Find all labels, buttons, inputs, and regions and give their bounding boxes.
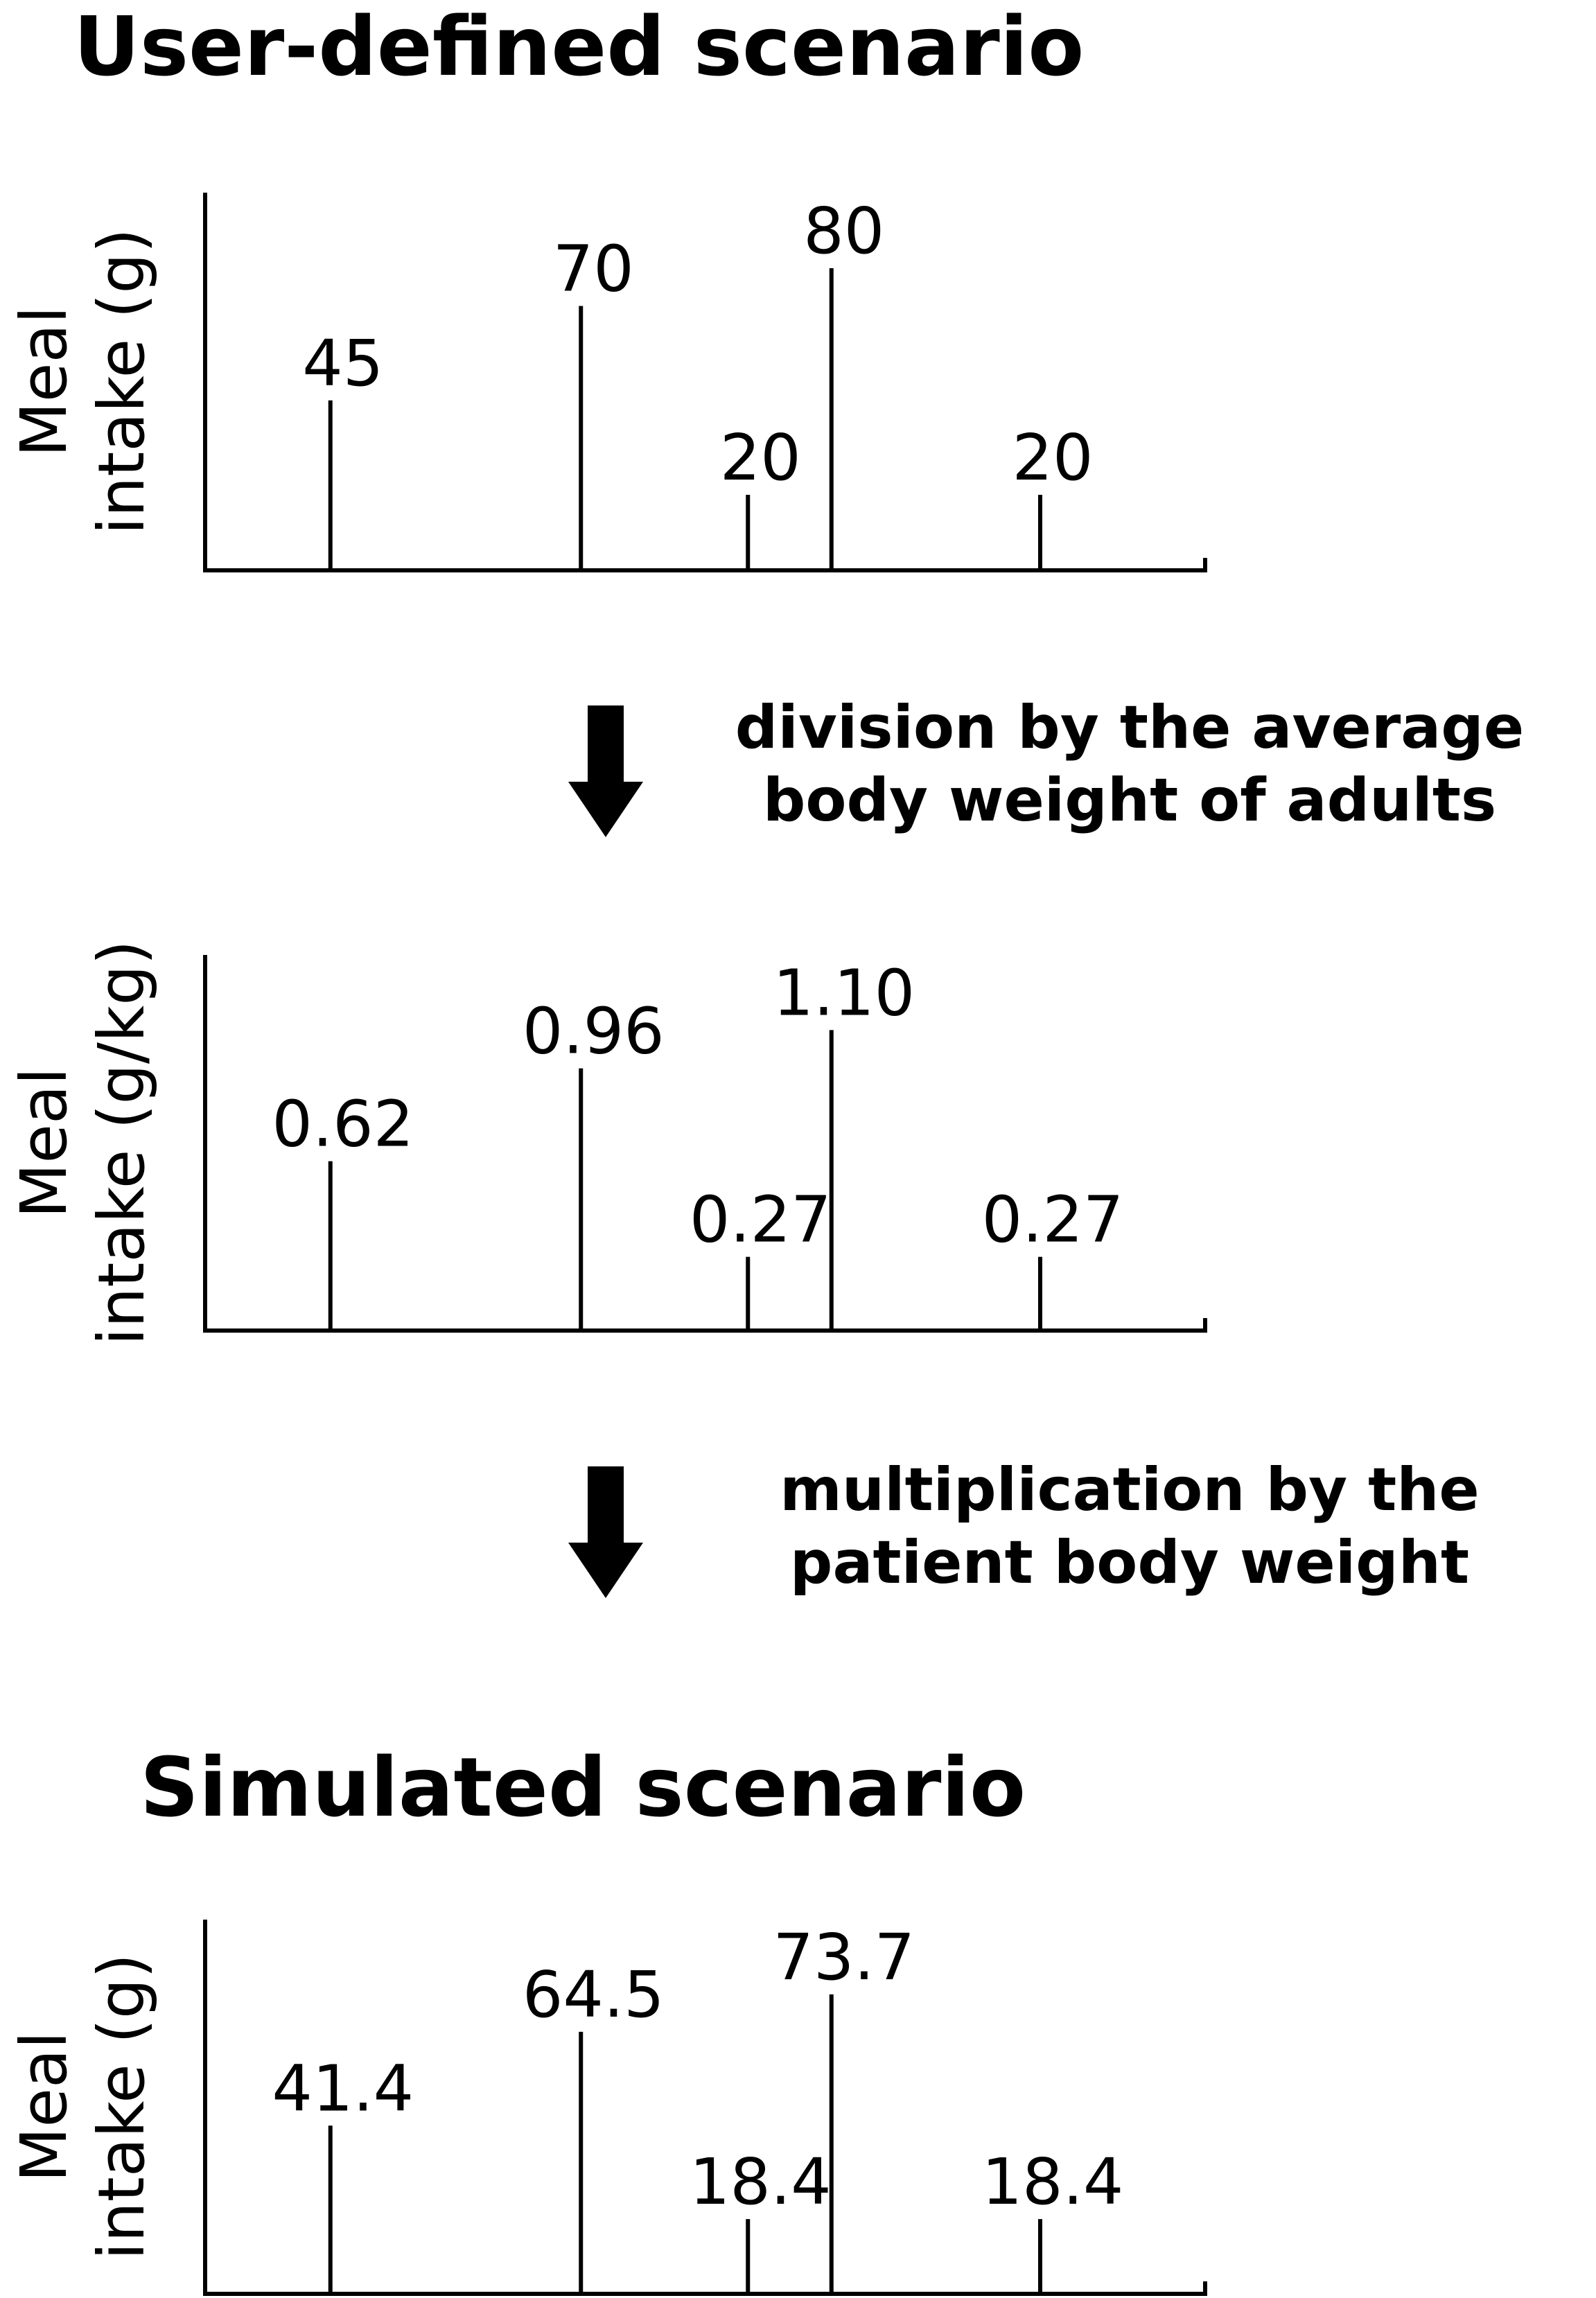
chart-2-y-axis-label-line-2: intake (g/kg) — [85, 940, 159, 1345]
chart-1-data-label: 45 — [302, 326, 383, 401]
step-division: division by the average body weight of a… — [665, 692, 1594, 837]
step-multiplication-line-2: patient body weight — [789, 1527, 1470, 1597]
step-division-line-1: division by the average — [735, 693, 1525, 762]
chart-3-data-label: 64.5 — [523, 1958, 665, 2032]
chart-3-data-label: 41.4 — [272, 2051, 414, 2125]
step-division-line-2: body weight of adults — [762, 765, 1497, 835]
chart-2-data-label: 0.27 — [982, 1183, 1124, 1257]
down-arrow-icon — [568, 705, 643, 837]
chart-1-y-axis-label-line-2: intake (g) — [85, 228, 159, 534]
chart-2-data-label: 0.62 — [272, 1087, 414, 1161]
chart-3-data-label: 73.7 — [773, 1920, 915, 1994]
chart-2-data-label: 0.96 — [523, 994, 665, 1069]
down-arrow-icon — [568, 1466, 643, 1598]
chart-1-data-label: 20 — [1012, 421, 1093, 495]
chart-2-y-axis-label: Mealintake (g/kg) — [7, 940, 159, 1345]
chart-1-y-axis-label: Mealintake (g) — [7, 228, 159, 534]
section-title-user-defined: User-defined scenario — [73, 0, 1085, 94]
step-multiplication: multiplication by the patient body weigh… — [714, 1454, 1545, 1599]
chart-1-data-label: 70 — [553, 232, 634, 306]
section-title-simulated: Simulated scenario — [140, 1739, 1026, 1835]
chart-2-data-label: 1.10 — [773, 956, 915, 1030]
chart-3-data-label: 18.4 — [690, 2145, 832, 2219]
chart-3-data-label: 18.4 — [982, 2145, 1124, 2219]
chart-2-data-label: 0.27 — [690, 1183, 832, 1257]
chart-3-y-axis-label: Mealintake (g) — [7, 1954, 159, 2260]
chart-1-y-axis-label-line-1: Meal — [7, 306, 81, 457]
chart-3-y-axis-label-line-1: Meal — [7, 2031, 81, 2182]
chart-1-data-label: 80 — [803, 194, 884, 268]
chart-2-y-axis-label-line-1: Meal — [7, 1067, 81, 1218]
chart-3-y-axis-label-line-2: intake (g) — [85, 1954, 159, 2260]
step-multiplication-line-1: multiplication by the — [780, 1455, 1480, 1525]
chart-1-data-label: 20 — [720, 421, 801, 495]
